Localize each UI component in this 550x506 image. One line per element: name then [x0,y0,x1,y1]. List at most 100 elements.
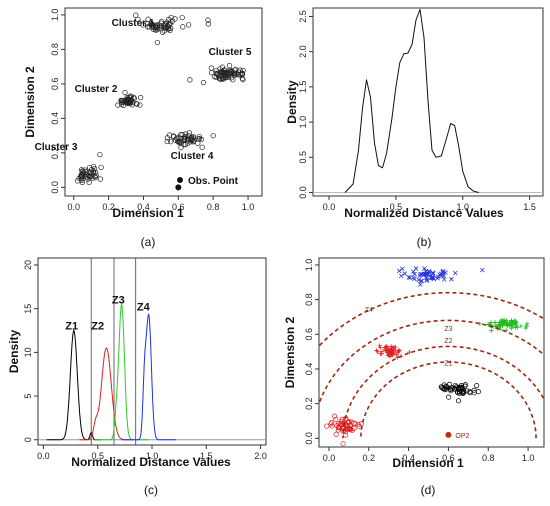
data-point [437,272,442,277]
zone-label: Z3 [444,326,452,333]
data-point [187,77,193,83]
data-point [391,345,397,350]
data-point [384,348,390,353]
y-tick-label: 10 [23,347,33,357]
y-axis-label: Dimension 2 [23,66,37,138]
data-point [400,266,405,272]
data-point [431,276,437,282]
observation-point-label: OP2 [455,433,469,440]
y-tick-label: 0 [23,437,33,442]
data-point [441,382,447,388]
data-point [446,394,452,400]
y-tick-label: 0.8 [304,293,314,306]
data-point [191,138,197,144]
panel-caption: (c) [144,483,158,497]
data-point [161,24,168,30]
data-point [457,389,463,395]
data-point [509,326,514,331]
data-point [97,151,103,158]
x-tick-label: 2.0 [254,451,267,461]
data-point [523,325,528,331]
plot-frame [312,7,544,197]
data-point [430,270,436,276]
data-point [333,431,339,437]
data-point [222,67,228,74]
y-tick-label: 1.0 [50,9,60,22]
cluster-label: Cluster 4 [171,151,214,162]
data-point [348,419,354,425]
data-point [340,421,346,427]
data-point [510,324,515,329]
data-point [91,166,98,172]
data-point [513,325,518,330]
zone-arc [319,291,544,348]
data-point [402,271,407,276]
data-point [418,271,423,277]
data-point [499,319,505,324]
x-tick-label: 1.0 [457,202,470,212]
data-point [122,89,128,96]
data-point [240,76,246,83]
data-point [351,420,357,426]
data-point [507,321,512,327]
data-point [331,413,338,419]
zone-label: Z1 [65,321,78,333]
data-point [396,347,402,353]
data-point [179,14,185,21]
data-point [220,76,227,82]
data-point [153,25,159,31]
data-point [335,425,341,431]
data-point [435,274,441,279]
data-point [233,66,239,73]
y-tick-label: 0.0 [298,186,308,199]
cluster-label: Cluster 3 [35,142,78,153]
data-point [228,67,234,73]
y-tick-label: 1.5 [298,81,308,94]
data-point [205,21,212,27]
data-point [74,178,81,184]
plot-frame [37,257,267,446]
data-point [79,179,85,186]
observation-point [175,184,182,191]
data-point [440,271,446,276]
data-point [394,352,400,357]
data-point [213,74,219,80]
x-tick-label: 1.0 [522,453,535,463]
data-point [86,179,92,186]
x-tick-label: 0.2 [363,453,376,463]
data-point [439,273,444,279]
data-point [127,93,133,99]
data-point [178,144,184,151]
data-point [514,322,519,328]
plot-frame [64,7,263,197]
data-point [79,170,86,177]
data-point [492,320,498,325]
data-point [167,27,173,34]
x-tick-label: 0.5 [91,451,104,461]
x-axis-label: Normalized Distance Values [344,206,504,220]
data-point [159,29,166,35]
data-point [137,102,143,108]
data-point [238,72,244,78]
data-point [396,268,402,274]
data-point [115,102,121,108]
plot-area [319,266,544,447]
x-tick-label: 0.5 [390,202,403,212]
cluster-label: Cluster 1 [112,18,155,29]
data-point [379,351,384,356]
data-point [374,348,379,353]
y-tick-label: 2.5 [298,10,308,23]
data-point [324,423,330,429]
data-point [335,427,341,433]
data-point [174,135,180,141]
data-point [388,344,394,349]
x-axis-label: Dimension 1 [112,206,184,220]
data-point [213,67,219,74]
data-point [227,70,234,76]
data-point [393,348,398,354]
data-point [467,389,473,395]
data-point [210,132,216,139]
data-point [208,69,215,76]
data-point [195,140,201,146]
data-point [134,101,140,107]
